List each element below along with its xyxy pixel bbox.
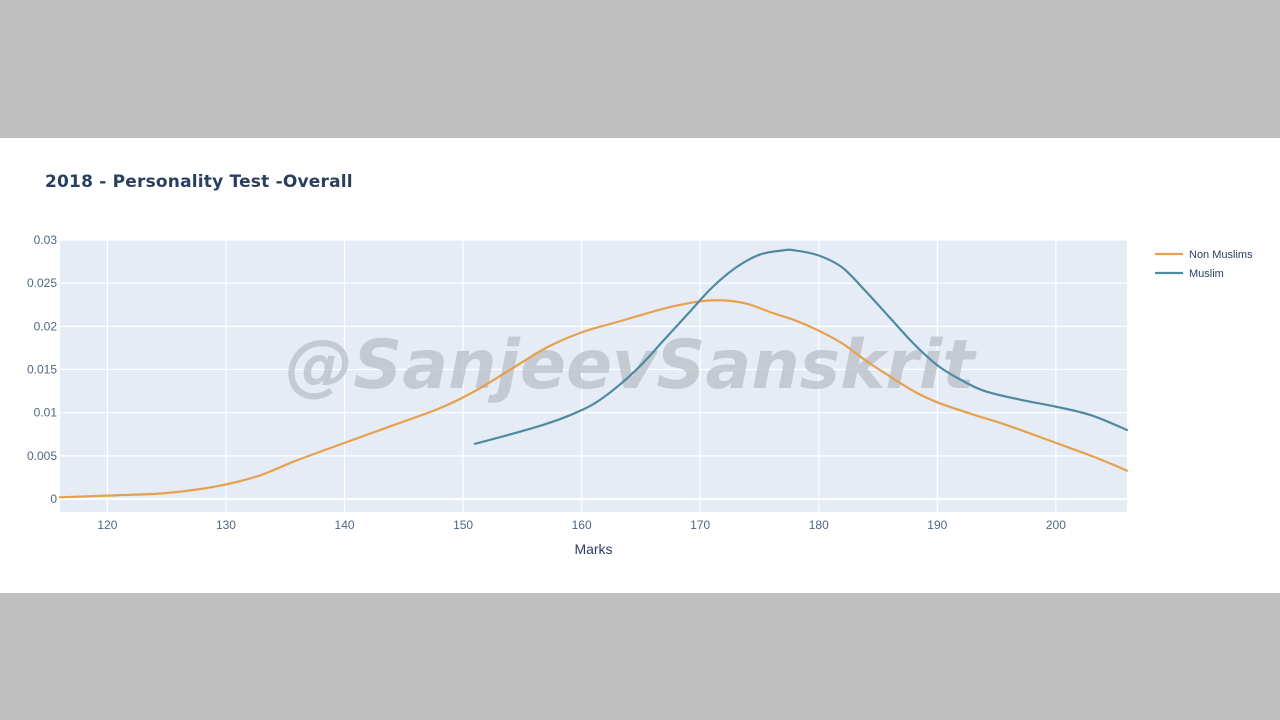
y-tick-label: 0: [50, 492, 57, 506]
y-tick-label: 0.02: [34, 319, 58, 333]
x-tick-label: 170: [690, 518, 710, 532]
y-tick-label: 0.015: [27, 363, 57, 377]
x-tick-label: 120: [97, 518, 117, 532]
plot-area: [60, 240, 1127, 512]
series-line-1[interactable]: [473, 248, 1129, 445]
y-tick-label: 0.005: [27, 449, 57, 463]
legend-item-0[interactable]: Non Muslims: [1155, 249, 1253, 261]
watermark: @SanjeevSanskrit: [285, 326, 977, 405]
x-tick-label: 190: [927, 518, 947, 532]
x-tick-label: 150: [453, 518, 473, 532]
x-tick-label: 140: [335, 518, 355, 532]
series-line-0[interactable]: [58, 299, 1129, 499]
legend-label: Non Muslims: [1189, 249, 1253, 261]
chart-title: 2018 - Personality Test -Overall: [45, 172, 353, 192]
x-tick-label: 180: [809, 518, 829, 532]
legend[interactable]: Non Muslims Muslim: [1155, 249, 1253, 280]
x-tick-label: 200: [1046, 518, 1066, 532]
x-tick-label: 160: [572, 518, 592, 532]
legend-item-1[interactable]: Muslim: [1155, 268, 1224, 280]
x-tick-label: 130: [216, 518, 236, 532]
y-tick-label: 0.01: [34, 406, 58, 420]
y-tick-label: 0.03: [34, 233, 58, 247]
x-axis-label: Marks: [574, 541, 612, 557]
y-tick-label: 0.025: [27, 276, 57, 290]
legend-label: Muslim: [1189, 268, 1224, 280]
